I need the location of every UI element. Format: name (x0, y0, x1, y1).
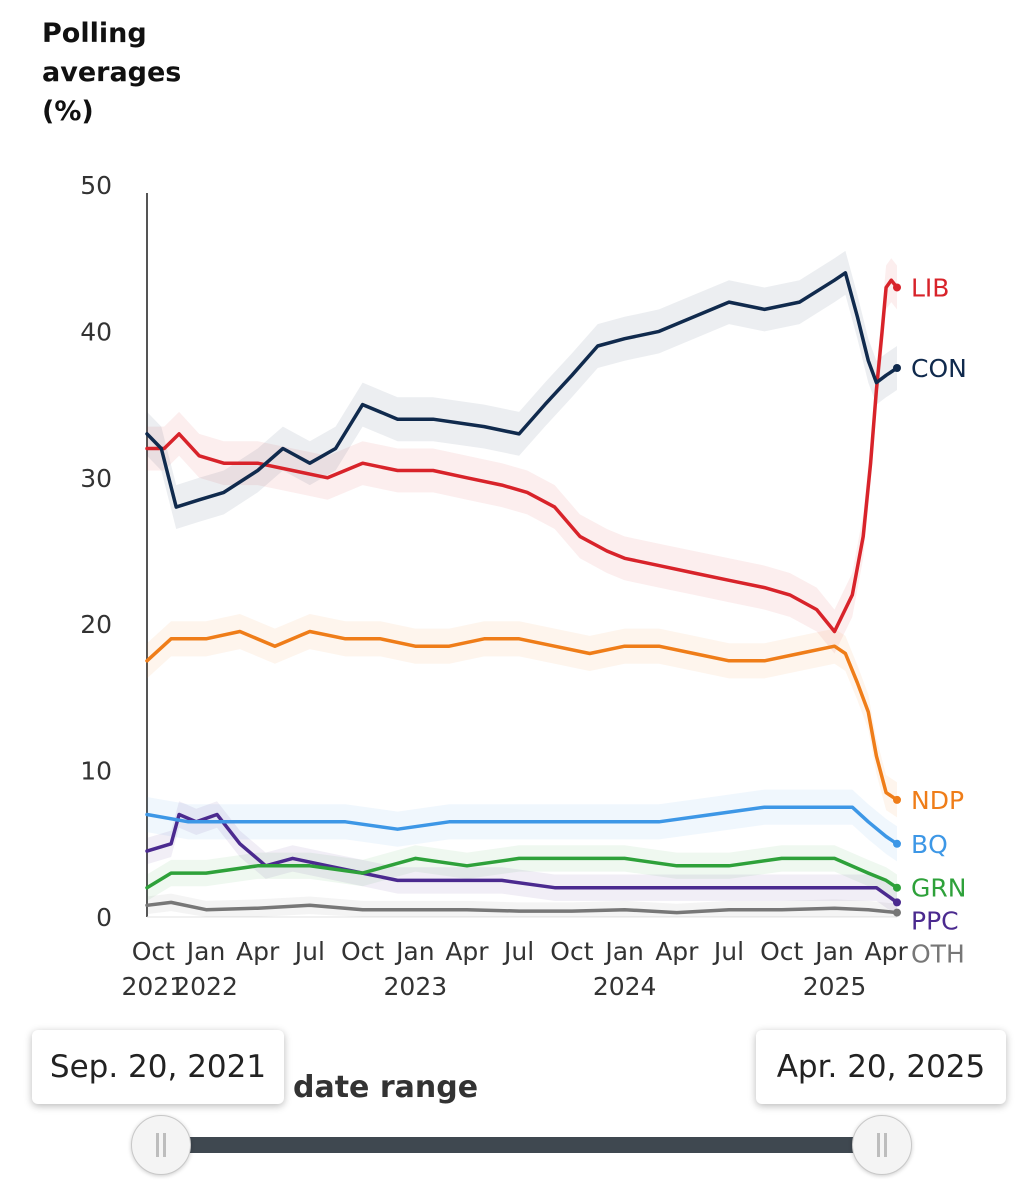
series-line-con (145, 271, 899, 509)
band-bq (147, 789, 897, 862)
x-tick-label: Apr (236, 937, 280, 966)
series-label-oth: OTH (911, 940, 965, 969)
date-range-label: date range (293, 1070, 479, 1105)
x-tick-label: Oct (132, 937, 175, 966)
slider-handle-end[interactable] (852, 1115, 912, 1175)
y-tick-label: 50 (80, 171, 112, 200)
series-line-oth (145, 900, 899, 915)
x-tick-label: Jul (293, 937, 325, 966)
y-tick-label: 40 (80, 317, 112, 346)
band-ndp (147, 614, 897, 818)
series-line-ndp (145, 629, 899, 802)
series-endpoint-bq (893, 839, 901, 848)
series-endpoint-ppc (893, 898, 901, 907)
x-tick-label: Oct (341, 937, 384, 966)
x-tick-year-label: 2023 (384, 972, 448, 1001)
x-tick-label: Apr (655, 937, 699, 966)
y-tick-label: 20 (80, 610, 112, 639)
series-endpoint-con (893, 364, 901, 372)
x-tick-label: Apr (864, 937, 908, 966)
series-label-bq: BQ (911, 830, 948, 859)
x-tick-label: Jan (813, 937, 854, 966)
series-line-bq (145, 805, 899, 846)
chart-title: Polling averages (%) (42, 18, 182, 127)
series-label-con: CON (911, 354, 967, 383)
x-tick-label: Jan (185, 937, 226, 966)
series-endpoint-oth (893, 908, 901, 917)
series-label-grn: GRN (911, 874, 966, 903)
slider-handle-start[interactable] (131, 1115, 191, 1175)
x-tick-year-label: 2024 (593, 972, 657, 1001)
x-tick-label: Oct (760, 937, 803, 966)
x-tick-label: Jul (712, 937, 744, 966)
start-date-box: Sep. 20, 2021 (32, 1030, 284, 1104)
x-tick-label: Apr (445, 937, 489, 966)
series-line-grn (145, 856, 899, 890)
series-label-ppc: PPC (911, 907, 959, 936)
x-tick-year-label: 2022 (174, 972, 238, 1001)
series-endpoint-ndp (893, 795, 901, 804)
x-tick-label: Oct (550, 937, 593, 966)
series-line-lib (145, 278, 899, 634)
end-date-box: Apr. 20, 2025 (756, 1030, 1006, 1104)
y-tick-label: 30 (80, 464, 112, 493)
y-tick-label: 0 (96, 903, 112, 932)
series-endpoint-grn (893, 883, 901, 892)
x-tick-year-label: 2025 (803, 972, 867, 1001)
series-endpoint-lib (893, 283, 901, 292)
series-line-ppc (145, 812, 899, 905)
x-tick-label: Jan (603, 937, 644, 966)
band-con (147, 250, 897, 529)
series-label-lib: LIB (911, 273, 949, 302)
band-grn (147, 845, 897, 901)
series-label-ndp: NDP (911, 786, 964, 815)
x-tick-year-label: 2021 (121, 972, 185, 1001)
x-tick-label: Jul (502, 937, 534, 966)
band-lib (147, 258, 897, 654)
y-tick-label: 10 (80, 757, 112, 786)
x-tick-label: Jan (394, 937, 435, 966)
date-range-slider-track[interactable] (160, 1137, 881, 1153)
